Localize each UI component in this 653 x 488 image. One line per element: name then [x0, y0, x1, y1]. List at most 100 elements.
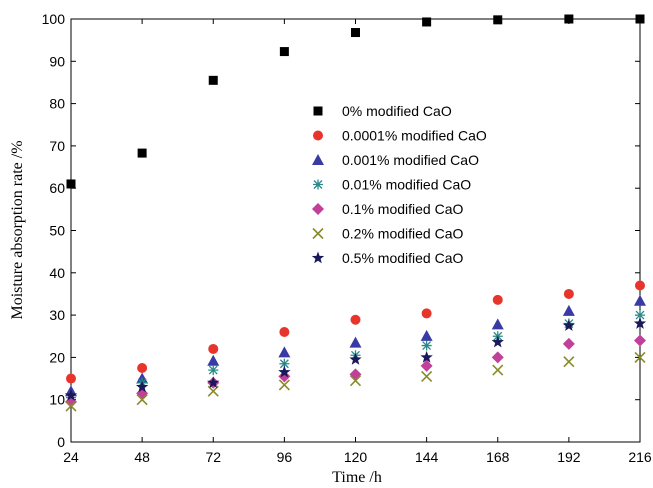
data-point [349, 353, 362, 365]
data-point [351, 28, 360, 38]
y-tick-label: 80 [49, 96, 65, 112]
y-tick-label: 100 [42, 11, 66, 27]
data-point [279, 327, 290, 338]
data-point [279, 358, 290, 369]
data-point [563, 356, 575, 368]
legend-entry: 0.5% modified CaO [311, 250, 464, 266]
legend-entry: 0.1% modified CaO [312, 201, 464, 217]
data-point [562, 304, 575, 316]
data-point [635, 280, 645, 291]
data-point [493, 15, 503, 25]
data-point [420, 329, 433, 341]
data-points [64, 14, 647, 412]
legend-entry: 0.2% modified CaO [312, 226, 464, 242]
x-tick-label: 96 [277, 449, 293, 465]
x-tick-label: 168 [486, 449, 510, 465]
data-point [65, 400, 77, 412]
data-point [491, 335, 504, 348]
data-point [563, 288, 574, 299]
series-0 [66, 14, 645, 189]
legend-entry: 0.01% modified CaO [313, 177, 471, 193]
y-tick-label: 60 [49, 180, 65, 196]
series-6 [64, 317, 647, 401]
data-point [137, 362, 148, 373]
data-point [491, 351, 504, 364]
x-tick-label: 216 [628, 449, 652, 465]
x-tick-label: 48 [134, 449, 150, 465]
x-axis-title: Time /h [332, 469, 382, 486]
y-tick-label: 10 [49, 392, 65, 408]
legend-marker [311, 251, 325, 264]
data-point [278, 379, 290, 391]
data-point [421, 340, 432, 351]
data-point [492, 294, 503, 305]
legend-marker [313, 179, 323, 190]
data-point [135, 380, 149, 393]
y-axis-title: Moisture absorption rate /% [9, 140, 26, 319]
y-tick-label: 20 [49, 349, 65, 365]
data-point [349, 375, 362, 387]
data-point [562, 337, 575, 350]
data-point [635, 310, 645, 321]
legend-marker [312, 227, 324, 240]
legend: 0% modified CaO 0.0001% modified CaO 0.001… [311, 103, 487, 266]
data-point [564, 14, 574, 24]
legend-label: 0% modified CaO [342, 103, 452, 119]
x-tick-label: 24 [63, 449, 79, 465]
data-point [208, 75, 218, 85]
data-point [420, 350, 433, 363]
data-point [66, 373, 76, 384]
data-point [208, 343, 219, 354]
data-point [207, 354, 220, 366]
legend-label: 0.01% modified CaO [342, 177, 471, 193]
legend-marker [312, 203, 324, 215]
data-point [634, 351, 646, 363]
data-point [207, 385, 219, 397]
data-point [421, 308, 432, 319]
data-point [420, 359, 433, 372]
series-1 [66, 280, 645, 384]
data-point [562, 319, 576, 331]
data-point [208, 365, 219, 376]
legend-label: 0.5% modified CaO [342, 250, 464, 266]
x-tick-label: 144 [415, 449, 439, 465]
y-tick-label: 70 [49, 138, 65, 154]
data-point [349, 368, 362, 381]
legend-entry: 0.001% modified CaO [312, 152, 479, 168]
axes: 24 48 72 96 120 144 168 192 216 0 10 20 30 40 50 60 70 80… [42, 11, 652, 465]
data-point [136, 394, 148, 406]
data-point [279, 47, 289, 57]
data-point [633, 317, 647, 329]
legend-marker [313, 106, 323, 116]
data-point [422, 17, 432, 27]
y-tick-label: 30 [49, 307, 65, 323]
data-point [278, 346, 291, 358]
x-tick-label: 192 [557, 449, 581, 465]
data-point [635, 14, 645, 24]
data-point [207, 376, 220, 389]
y-tick-label: 90 [49, 53, 65, 69]
y-tick-label: 40 [49, 265, 65, 281]
y-tick-label: 0 [57, 434, 65, 450]
x-tick-label: 72 [205, 449, 221, 465]
data-point [66, 179, 76, 189]
data-point [421, 370, 433, 383]
legend-label: 0.2% modified CaO [342, 226, 464, 242]
legend-marker [313, 130, 323, 141]
legend-label: 0.1% modified CaO [342, 201, 464, 217]
legend-marker [312, 154, 324, 165]
data-point [278, 370, 291, 383]
data-point [349, 336, 362, 348]
data-point [491, 318, 504, 330]
data-point [350, 314, 361, 325]
data-point [492, 364, 504, 376]
x-tick-label: 120 [344, 449, 368, 465]
data-point [278, 365, 291, 378]
y-tick-label: 50 [49, 223, 65, 239]
data-point [137, 148, 147, 158]
data-point [64, 388, 78, 401]
legend-entry: 0.0001% modified CaO [313, 128, 487, 144]
series-5 [65, 351, 646, 412]
data-point [634, 294, 646, 306]
